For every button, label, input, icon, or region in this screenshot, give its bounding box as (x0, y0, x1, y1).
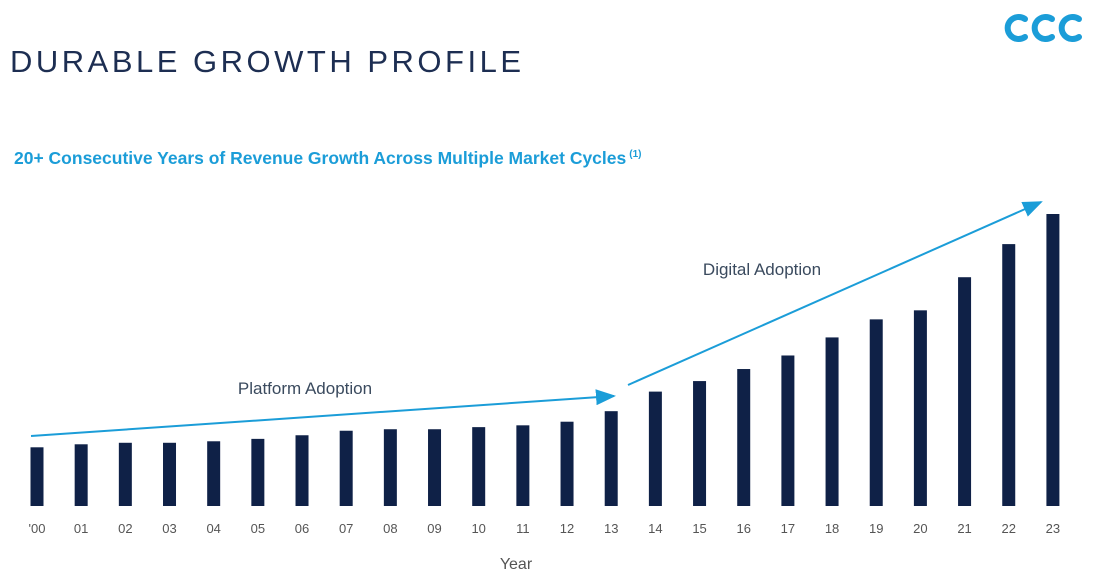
x-tick-label: 07 (339, 521, 353, 536)
bar-5 (251, 438, 265, 506)
page-title: DURABLE GROWTH PROFILE (10, 44, 525, 79)
bar-7 (339, 430, 353, 506)
ccc-logo (1004, 14, 1082, 42)
bar-9 (428, 429, 442, 506)
bar-19 (869, 319, 883, 506)
x-tick-label: '00 (29, 521, 46, 536)
x-tick-label: 06 (295, 521, 309, 536)
x-tick-label: 09 (427, 521, 441, 536)
bar-11 (516, 425, 530, 506)
bar-13 (604, 411, 618, 506)
x-tick-label: 14 (648, 521, 662, 536)
x-tick-label: 23 (1046, 521, 1060, 536)
bar-3 (163, 442, 177, 506)
bar-8 (383, 429, 397, 506)
bar-16 (737, 369, 751, 506)
bar-10 (472, 427, 486, 506)
x-tick-label: 01 (74, 521, 88, 536)
x-tick-label: 15 (692, 521, 706, 536)
bar-20 (913, 310, 927, 506)
trend-arrow-0 (30, 389, 616, 437)
x-tick-label: 05 (251, 521, 265, 536)
x-tick-label: 13 (604, 521, 618, 536)
subtitle-text: 20+ Consecutive Years of Revenue Growth … (14, 148, 627, 168)
x-tick-label: 02 (118, 521, 132, 536)
bar-6 (295, 435, 309, 506)
bar-21 (958, 277, 972, 506)
x-tick-label: 22 (1002, 521, 1016, 536)
x-tick-label: 19 (869, 521, 883, 536)
bar-0 (30, 447, 44, 506)
x-tick-label: 17 (781, 521, 795, 536)
chart-subtitle: 20+ Consecutive Years of Revenue Growth … (14, 148, 641, 169)
x-axis-label: Year (500, 556, 533, 573)
x-tick-label: 16 (736, 521, 750, 536)
x-tick-label: 12 (560, 521, 574, 536)
footnote-marker: (1) (629, 149, 642, 161)
bar-23 (1046, 214, 1060, 506)
x-tick-label: 10 (471, 521, 485, 536)
bar-22 (1002, 244, 1016, 506)
annotation-label-0: Platform Adoption (238, 379, 372, 398)
bar-2 (118, 442, 132, 506)
x-tick-label: 18 (825, 521, 839, 536)
x-tick-label: 20 (913, 521, 927, 536)
x-tick-label: 08 (383, 521, 397, 536)
bar-1 (74, 444, 88, 506)
bar-12 (560, 421, 574, 506)
logo-c-2 (1031, 14, 1055, 42)
bar-14 (648, 391, 662, 506)
bar-4 (207, 441, 221, 506)
x-tick-label: 21 (957, 521, 971, 536)
logo-c-3 (1058, 14, 1082, 42)
logo-c-1 (1004, 14, 1028, 42)
bar-15 (693, 381, 707, 506)
x-tick-label: 11 (516, 521, 530, 536)
x-tick-label: 04 (206, 521, 220, 536)
bar-17 (781, 355, 795, 506)
x-tick-label: 03 (162, 521, 176, 536)
bar-18 (825, 337, 839, 506)
annotation-label-1: Digital Adoption (703, 260, 821, 279)
trend-arrow-1 (627, 201, 1043, 386)
